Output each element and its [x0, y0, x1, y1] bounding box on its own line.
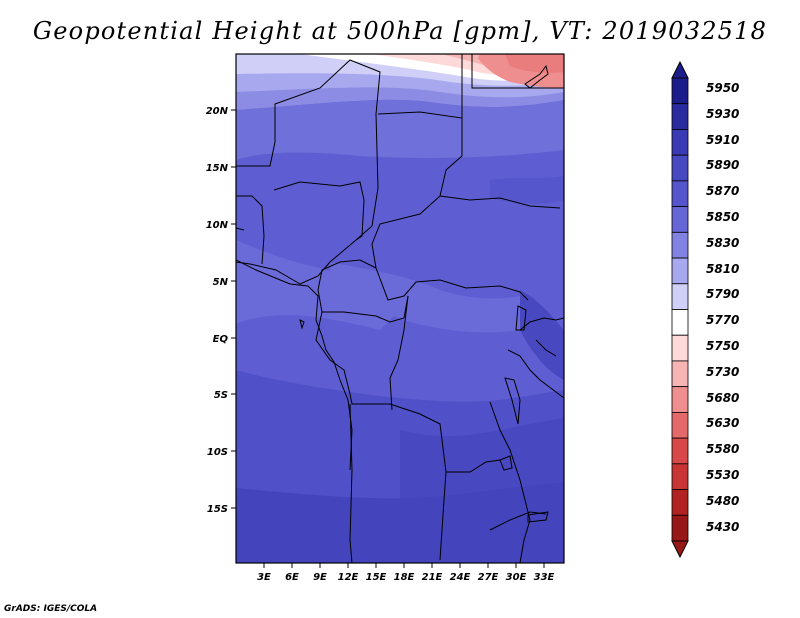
- colorbar-swatch: [671, 360, 689, 388]
- lat-label-15n: 15N: [206, 163, 229, 174]
- colorbar-label-5530: 5530: [706, 468, 739, 482]
- lat-label-20n: 20N: [206, 106, 229, 117]
- colorbar-swatch: [671, 437, 689, 465]
- colorbar-label-5580: 5580: [706, 442, 739, 456]
- lat-label-eq: EQ: [213, 334, 229, 345]
- colorbar-label-5770: 5770: [706, 313, 739, 327]
- colorbar-swatch: [671, 334, 689, 362]
- lat-label-5s: 5S: [214, 390, 228, 401]
- colorbar-swatch: [671, 257, 689, 285]
- colorbar-swatch: [671, 129, 689, 156]
- country-borders: [236, 54, 564, 563]
- colorbar-label-5910: 5910: [706, 133, 739, 147]
- colorbar-label-5870: 5870: [706, 184, 739, 198]
- colorbar-label-5630: 5630: [706, 416, 739, 430]
- lat-label-5n: 5N: [213, 277, 229, 288]
- colorbar-swatch: [671, 283, 689, 310]
- colorbar-label-5930: 5930: [706, 107, 739, 121]
- colorbar-label-5480: 5480: [706, 494, 739, 508]
- colorbar-swatch: [671, 411, 689, 439]
- lon-label-24e: 24E: [450, 572, 471, 583]
- lakes: [299, 64, 549, 523]
- colorbar-swatch: [671, 231, 689, 259]
- colorbar-swatch: [671, 77, 689, 105]
- colorbar-swatch: [671, 489, 689, 516]
- longitude-axis: 3E 6E 9E 12E 15E 18E 21E 24E 27E 30E 33E: [257, 563, 555, 583]
- lon-label-9e: 9E: [313, 572, 327, 583]
- map-frame: [235, 53, 565, 564]
- lat-label-15s: 15S: [207, 504, 228, 515]
- colorbar-label-5730: 5730: [706, 365, 739, 379]
- colorbar-label-5810: 5810: [706, 262, 739, 276]
- lon-label-30e: 30E: [506, 572, 527, 583]
- lon-label-3e: 3E: [257, 572, 271, 583]
- colorbar-bottom-arrow: [671, 540, 689, 559]
- lon-label-6e: 6E: [285, 572, 299, 583]
- lon-label-15e: 15E: [366, 572, 387, 583]
- colorbar-label-5850: 5850: [706, 210, 739, 224]
- height-field: [236, 54, 564, 563]
- colorbar-swatch: [671, 309, 689, 336]
- footer-credit: GrADS: IGES/COLA: [4, 604, 98, 614]
- colorbar-swatch: [671, 206, 689, 233]
- lon-label-21e: 21E: [422, 572, 443, 583]
- colorbar-label-5680: 5680: [706, 391, 739, 405]
- colorbar-swatch: [671, 103, 689, 130]
- lon-label-12e: 12E: [338, 572, 359, 583]
- colorbar-top-arrow: [671, 60, 689, 79]
- colorbar-label-5890: 5890: [706, 158, 739, 172]
- lon-label-33e: 33E: [534, 572, 555, 583]
- lon-label-27e: 27E: [478, 572, 499, 583]
- latitude-axis: 20N 15N 10N 5N EQ 5S 10S 15S: [206, 106, 236, 515]
- lat-label-10n: 10N: [206, 220, 229, 231]
- colorbar-swatch: [671, 386, 689, 413]
- colorbar-swatch: [671, 154, 689, 182]
- lat-label-10s: 10S: [207, 447, 228, 458]
- colorbar-label-5750: 5750: [706, 339, 739, 353]
- colorbar-swatch: [671, 514, 689, 542]
- colorbar-label-5950: 5950: [706, 81, 739, 95]
- colorbar-label-5790: 5790: [706, 287, 739, 301]
- colorbar: 5950 5930 5910 5890 5870 5850 5830 5810 …: [671, 60, 739, 559]
- colorbar-swatch: [671, 180, 689, 208]
- colorbar-label-5430: 5430: [706, 520, 739, 534]
- colorbar-swatches: [671, 77, 689, 542]
- map-title: Geopotential Height at 500hPa [gpm], VT:…: [32, 17, 768, 45]
- lon-label-18e: 18E: [394, 572, 415, 583]
- colorbar-swatch: [671, 463, 689, 490]
- colorbar-label-5830: 5830: [706, 236, 739, 250]
